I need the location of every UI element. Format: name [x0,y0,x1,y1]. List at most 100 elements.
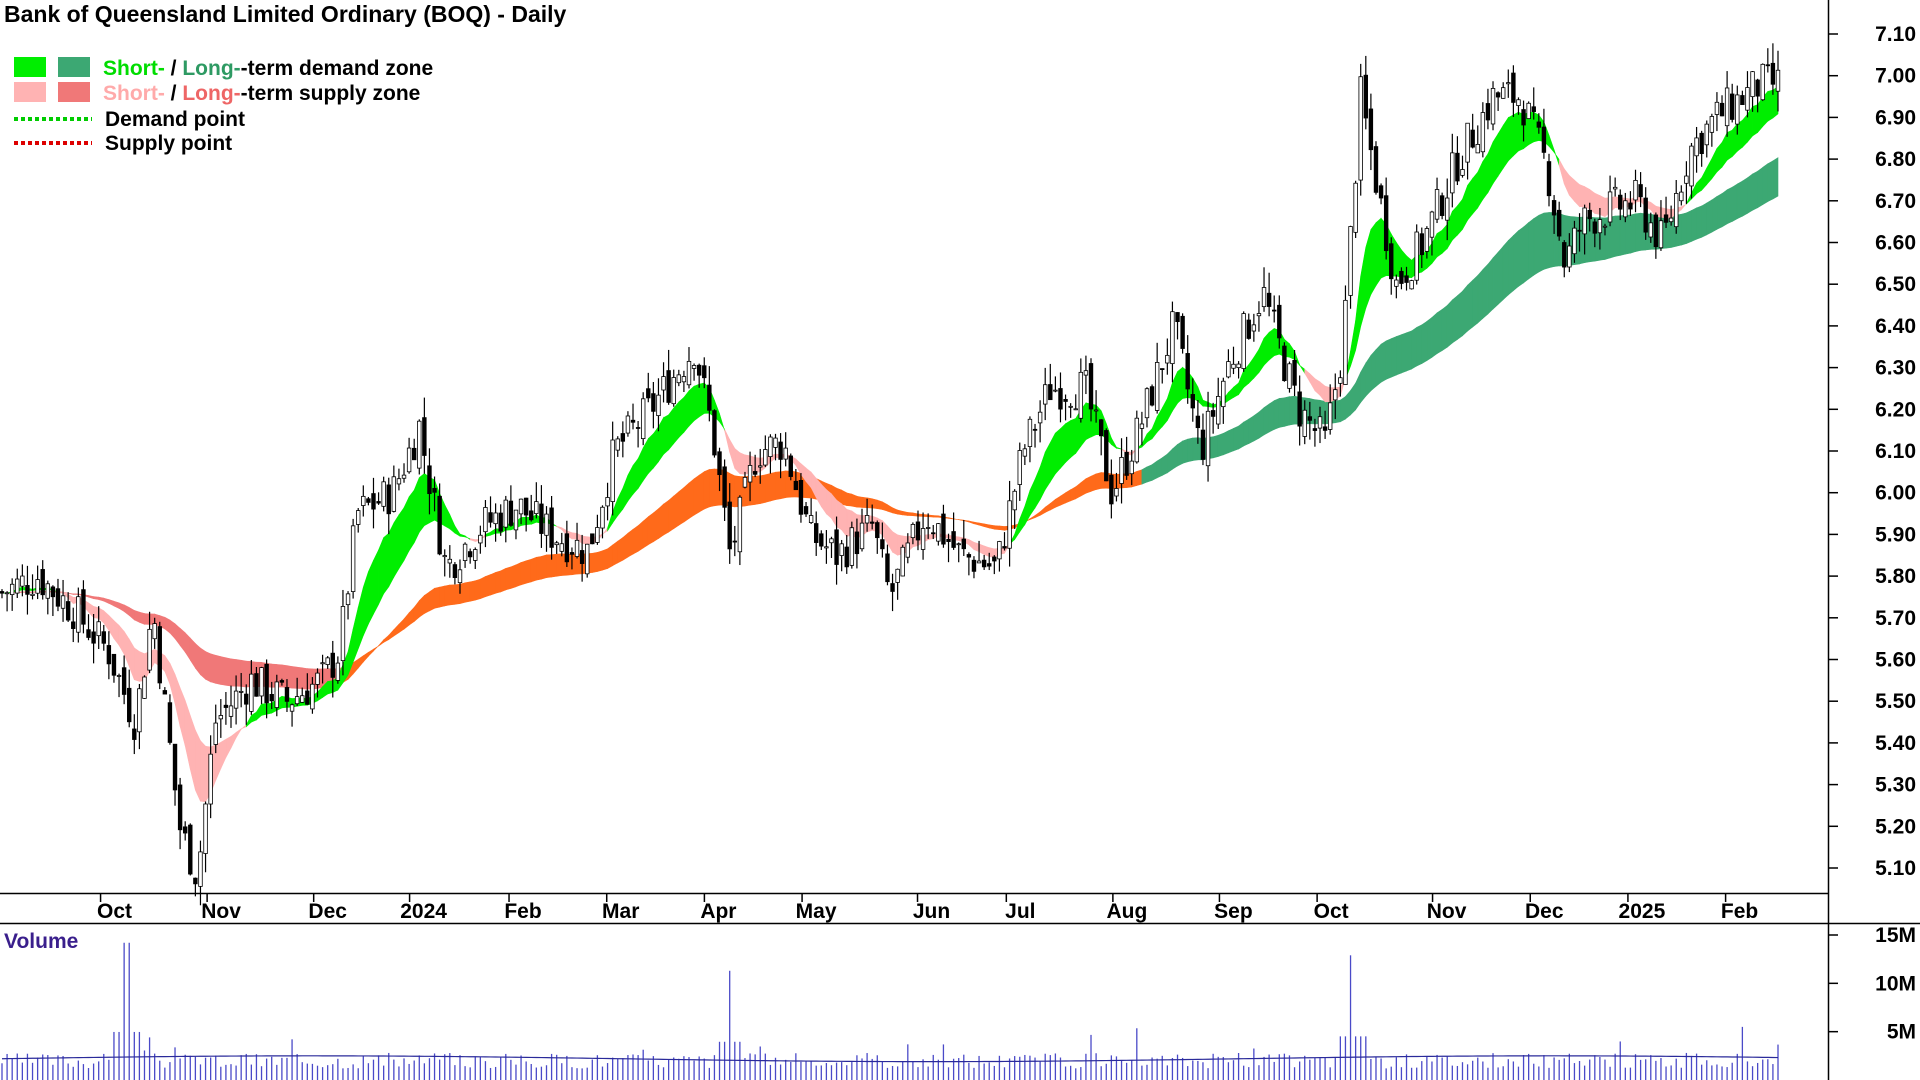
zone-band-segment [1502,239,1509,301]
zone-band-segment [683,389,690,434]
candle-body [788,455,793,477]
zone-band-segment [1075,482,1082,500]
price-tick-label: 7.00 [1875,65,1916,88]
zone-band-segment [184,632,191,662]
zone-band-segment [1365,229,1372,309]
month-tick-label: Nov [1427,900,1467,923]
zone-band-segment [1080,478,1087,497]
candle-body [610,439,615,502]
candle-body [498,512,503,532]
candle-body [1429,211,1435,238]
candle-body [142,676,147,699]
candle-body [289,704,295,712]
zone-band-segment [200,740,206,803]
candle-body [30,593,35,596]
candle-body [1292,360,1297,386]
zone-band-segment [103,597,110,604]
zone-band-segment [1726,186,1733,225]
zone-band-segment [1553,149,1560,166]
zone-band-segment [393,623,400,637]
candle-body [1134,417,1140,463]
candle-body [722,466,727,508]
candle-body [849,527,855,566]
candle-body [473,549,478,561]
candle-body [371,493,376,510]
candle-body [1210,410,1216,417]
candle-body [356,510,361,525]
candle-body [1221,380,1226,408]
zone-band-segment [668,407,675,451]
zone-band-segment [225,657,232,687]
candle-body [732,540,737,543]
candle-body [325,657,330,665]
zone-band-segment [968,539,975,551]
month-tick-label: Dec [1525,900,1564,923]
candle-body [137,688,142,733]
candle-body [1607,191,1613,223]
zone-band-segment [1350,320,1356,367]
candle-body [620,433,626,442]
zone-band-segment [1370,221,1377,296]
zone-band-segment [291,666,298,689]
legend: Short- / Long--term demand zone Short- /… [14,57,433,155]
zone-band-segment [627,528,634,558]
price-tick-label: 5.50 [1875,690,1916,713]
price-tick-label: 6.00 [1875,482,1916,505]
zone-band-segment [1614,215,1621,257]
zone-band-segment [1563,168,1570,196]
zone-band-segment [1049,498,1056,511]
candle-body [467,551,473,558]
zone-band-segment [658,503,664,540]
zone-band-segment [1396,334,1402,376]
zone-band-segment [632,457,639,495]
price-tick-label: 5.30 [1875,774,1916,797]
candle-body [625,415,631,434]
zone-band-segment [1482,152,1489,201]
zone-band-segment [1161,398,1168,428]
candle-body [1083,370,1089,376]
zone-band-segment [357,587,364,649]
candle-body [895,568,900,583]
zone-band-segment [1370,348,1377,392]
volume-tick-label: 5M [1887,1021,1916,1044]
zone-band-segment [98,596,105,602]
zone-band-segment [169,619,176,640]
zone-band-segment [978,543,985,555]
zone-band-segment [123,630,130,667]
zone-band-segment [1151,460,1158,481]
zone-band-segment [627,465,634,502]
zone-band-segment [357,655,364,669]
zone-band-segment [607,544,613,570]
candle-body [640,398,646,439]
zone-band-segment [1492,132,1499,185]
zone-band-segment [1319,381,1326,403]
zone-band-segment [1630,213,1636,254]
candle-body [1109,474,1114,505]
candle-body [1536,121,1542,128]
candle-body [15,578,20,594]
month-tick-label: Feb [1721,900,1758,923]
candle-body [1297,391,1302,427]
zone-band-segment [1513,230,1519,292]
candle-body [747,465,753,483]
candle-body [320,662,325,665]
candle-body [554,542,559,546]
candle-body [1104,430,1109,482]
zone-band-segment [1202,399,1209,407]
candle-body [1373,146,1379,193]
candle-body [768,436,773,458]
zone-band-segment [388,628,395,641]
zone-band-segment [887,504,893,514]
candle-body [1216,396,1221,425]
zone-band-segment [164,654,171,685]
candle-body [1679,191,1684,202]
zone-band-segment [999,525,1005,531]
zone-band-segment [698,382,705,418]
zone-band-segment [647,433,654,475]
candle-body [600,506,605,529]
zone-band-segment [1355,275,1362,351]
zone-band-segment [1543,212,1550,270]
zone-band-segment [480,576,486,600]
zone-band-segment [1742,113,1748,148]
candle-body [1312,428,1318,431]
